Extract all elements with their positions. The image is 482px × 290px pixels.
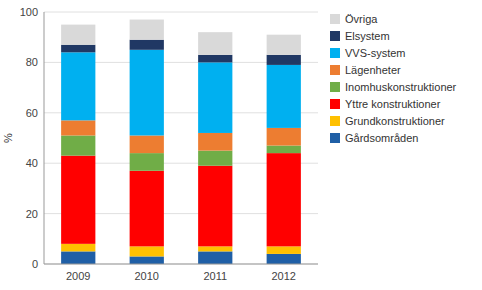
legend-label: Inomhuskonstruktioner	[345, 81, 457, 93]
grid-line	[44, 12, 318, 13]
bar-segment	[130, 40, 164, 50]
bar-segment	[130, 171, 164, 247]
bar-segment	[130, 246, 164, 256]
legend-swatch	[330, 65, 340, 75]
y-axis-label: %	[2, 133, 14, 143]
y-tick-label: 100	[20, 6, 38, 18]
legend-swatch	[330, 48, 340, 58]
bar-segment	[61, 25, 95, 45]
bar-segment	[267, 146, 301, 154]
grid-line	[44, 264, 318, 265]
bar-segment	[130, 135, 164, 153]
y-axis-line	[44, 12, 45, 264]
legend-swatch	[330, 99, 340, 109]
legend-label: Elsystem	[345, 30, 390, 42]
legend-swatch	[330, 133, 340, 143]
bar-segment	[267, 35, 301, 55]
bar-segment	[267, 254, 301, 264]
legend-label: Lägenheter	[345, 64, 401, 76]
bar-segment	[61, 244, 95, 252]
bar-segment	[267, 128, 301, 146]
bar-segment	[61, 45, 95, 53]
x-axis-line	[44, 264, 318, 265]
legend-label: Grundkonstruktioner	[345, 115, 445, 127]
bar-segment	[130, 50, 164, 136]
bar-segment	[130, 20, 164, 40]
y-tick-label: 0	[32, 258, 38, 270]
bar-segment	[198, 133, 232, 151]
bar-segment	[198, 246, 232, 251]
legend-label: Gårdsområden	[345, 132, 418, 144]
bar-segment	[130, 256, 164, 264]
y-tick-label: 60	[26, 107, 38, 119]
bar-segment	[267, 65, 301, 128]
bar-segment	[198, 166, 232, 247]
bar-segment	[267, 55, 301, 65]
x-tick-label: 2011	[203, 270, 227, 282]
bar-segment	[198, 251, 232, 264]
bar-segment	[198, 62, 232, 133]
y-tick-label: 20	[26, 208, 38, 220]
legend-swatch	[330, 82, 340, 92]
bar-segment	[130, 153, 164, 171]
x-tick-label: 2010	[135, 270, 159, 282]
legend-label: Yttre konstruktioner	[345, 98, 441, 110]
bar-segment	[61, 135, 95, 155]
legend-swatch	[330, 116, 340, 126]
legend-swatch	[330, 14, 340, 24]
bar-segment	[61, 120, 95, 135]
bar-segment	[61, 52, 95, 120]
bar-segment	[267, 153, 301, 246]
y-tick-label: 40	[26, 157, 38, 169]
bar-segment	[198, 151, 232, 166]
x-tick-label: 2012	[272, 270, 296, 282]
bar-segment	[61, 251, 95, 264]
grid	[44, 12, 318, 264]
bar-segment	[198, 32, 232, 55]
bar-segment	[267, 246, 301, 254]
legend-label: Övriga	[345, 13, 378, 25]
bars	[61, 20, 301, 264]
bar-segment	[61, 156, 95, 244]
bar-segment	[198, 55, 232, 63]
y-tick-label: 80	[26, 56, 38, 68]
legend: Övriga Elsystem VVS-system Lägenheter Inomhu…	[330, 13, 457, 144]
chart: 0 20 40 60 80 100% 2009 2010 2011 2012 Övriga Elsys…	[0, 0, 482, 290]
legend-label: VVS-system	[345, 47, 406, 59]
x-tick-label: 2009	[66, 270, 90, 282]
legend-swatch	[330, 31, 340, 41]
